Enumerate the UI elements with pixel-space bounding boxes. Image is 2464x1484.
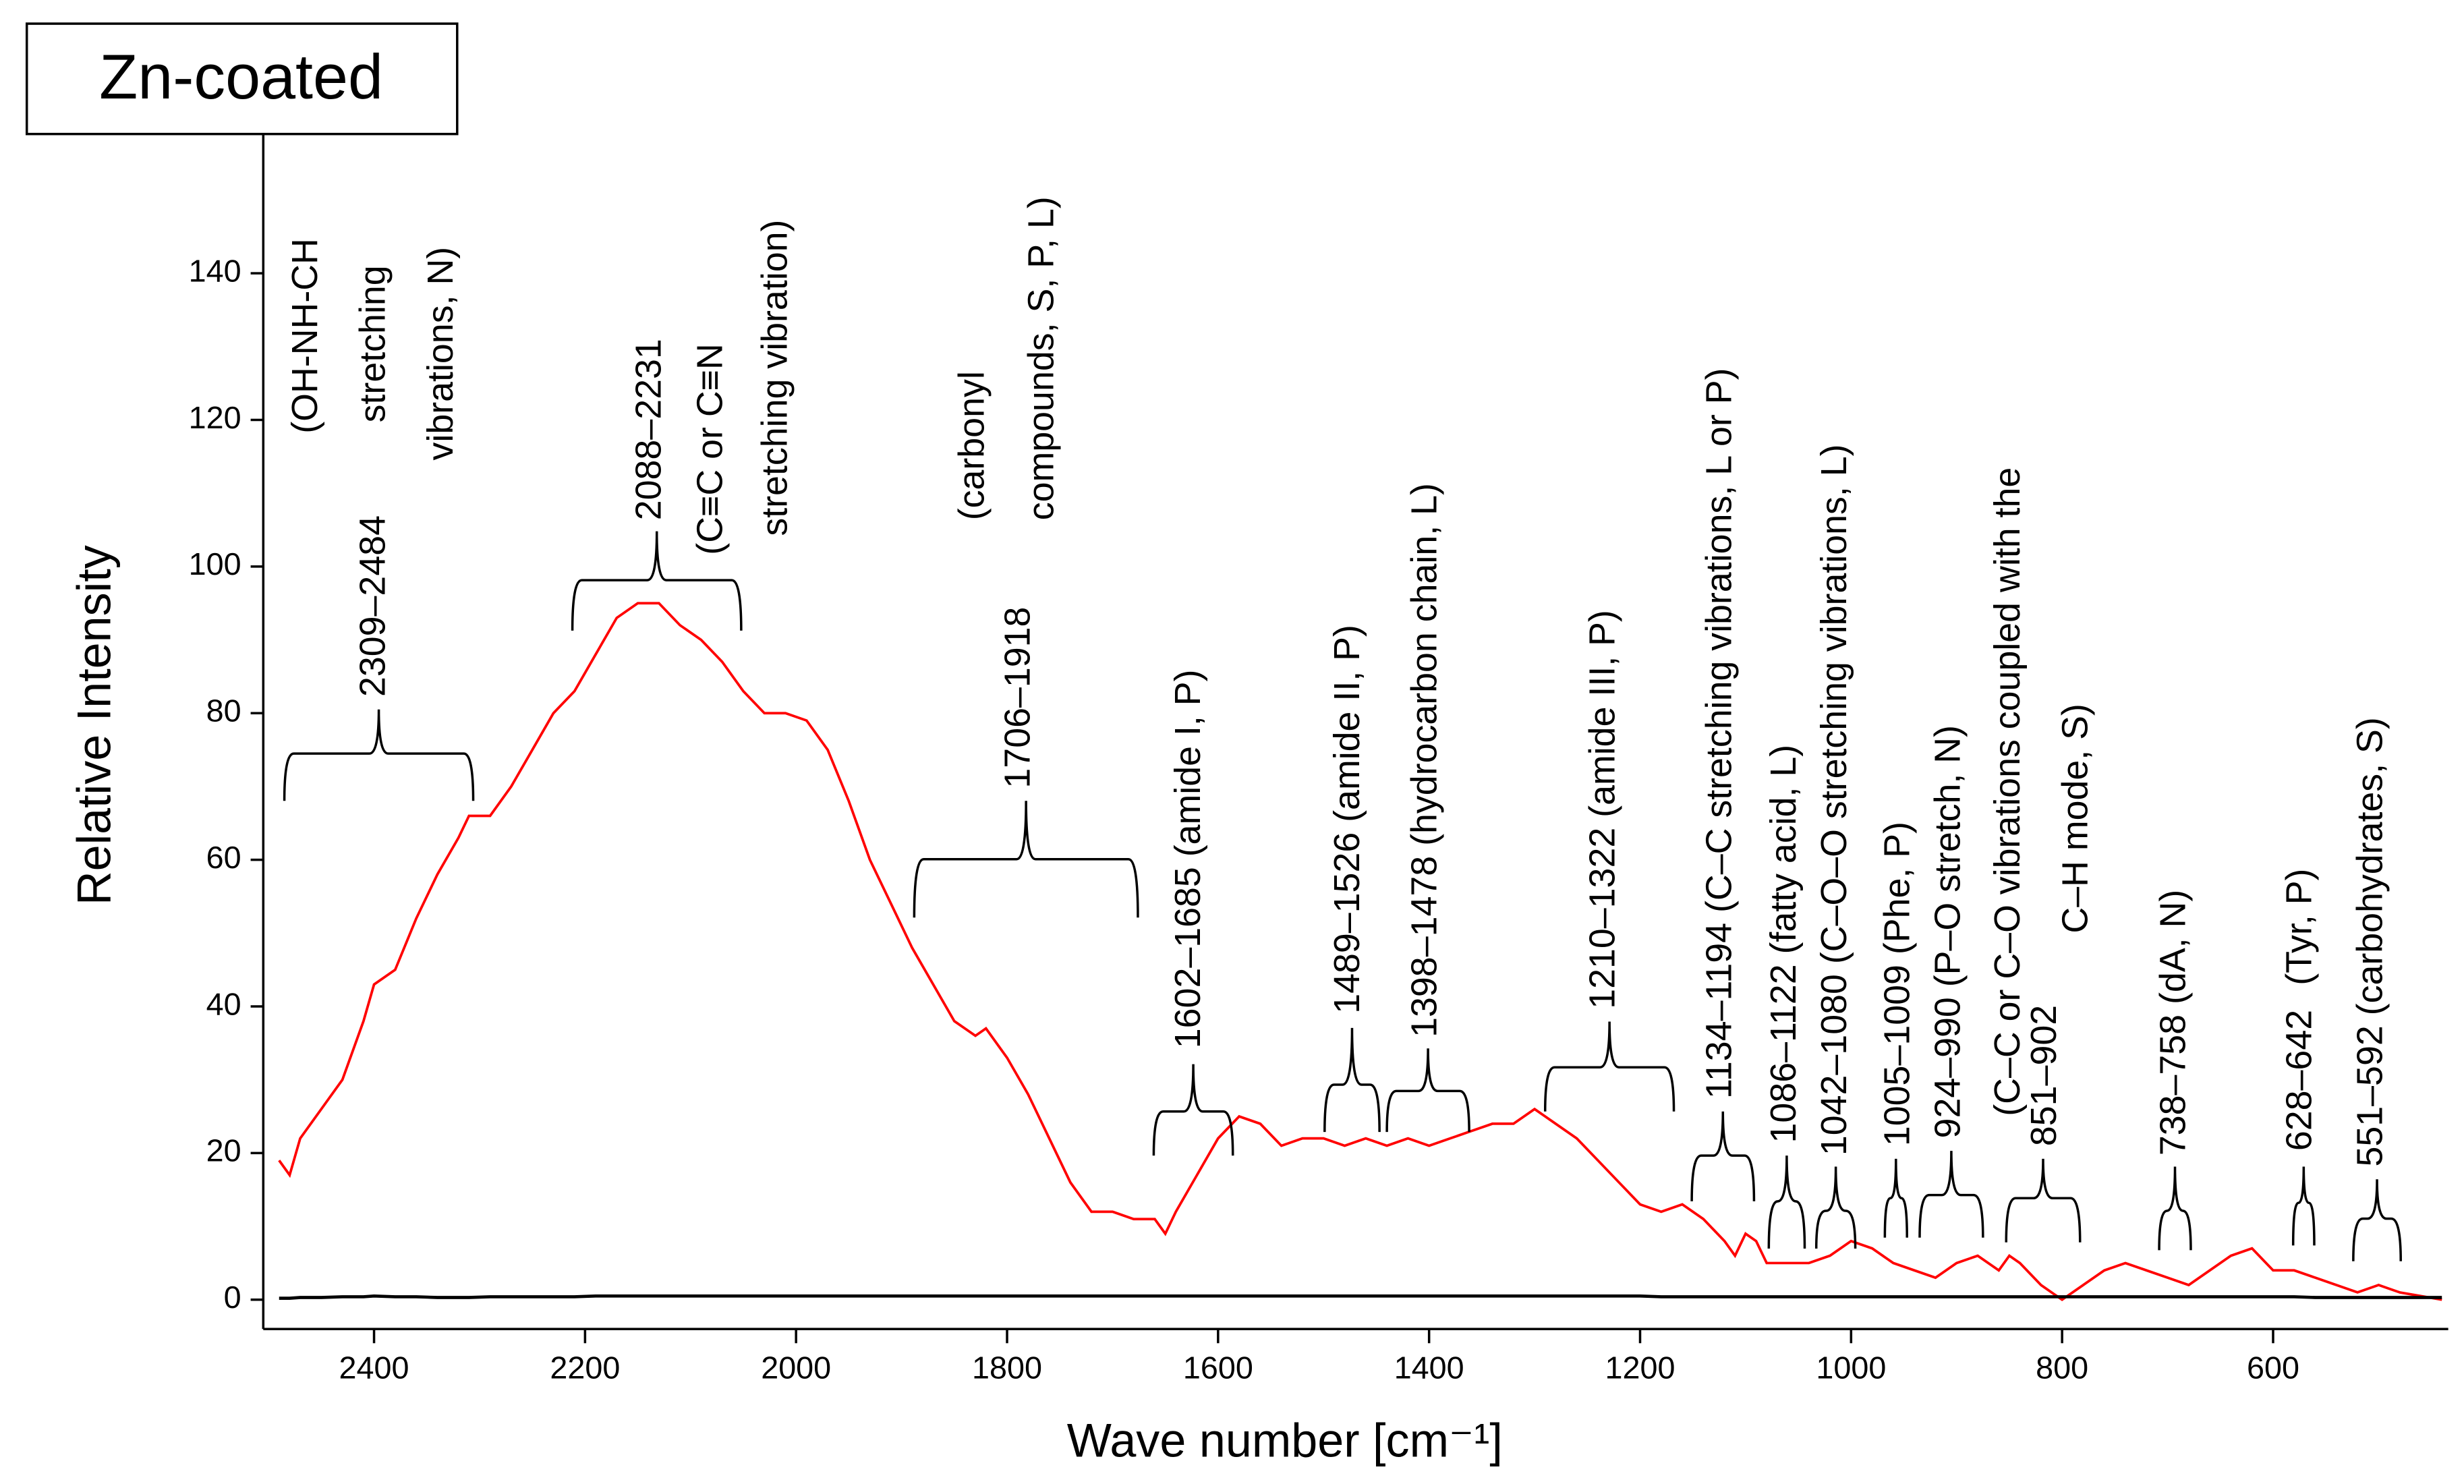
x-tick-label: 1400 — [1394, 1350, 1464, 1385]
annotation-text: 2088–2231 — [628, 339, 668, 520]
annotation-text: 1042–1080 (C–O–O stretching vibrations, … — [1814, 444, 1854, 1155]
annotation-bracket — [2291, 1166, 2316, 1246]
annotation-bracket — [571, 531, 743, 631]
annotation-text: (C≡C or C≡N — [690, 343, 730, 555]
annotation-bracket — [1690, 1111, 1756, 1201]
annotation-text: (Tyr, P) — [2279, 869, 2319, 986]
annotation-text: 1086–1122 (fatty acid, L) — [1763, 745, 1804, 1143]
annotation-bracket — [1543, 1021, 1675, 1112]
series-line — [278, 602, 2442, 1302]
annotation-text: 1134–1194 (C–C stretching vibrations, L … — [1698, 368, 1739, 1099]
annotation-text: 551–592 (carbohydrates, S) — [2350, 717, 2390, 1166]
annotation-bracket — [2158, 1166, 2192, 1251]
annotation-text: vibrations, N) — [420, 247, 461, 461]
annotation-bracket — [1152, 1064, 1234, 1156]
x-tick-label: 1200 — [1605, 1350, 1675, 1385]
annotation-text: 924–990 (P–O stretch, N) — [1927, 725, 1968, 1138]
annotation-text: (carbonyl — [952, 371, 992, 520]
y-tick-label: 60 — [206, 840, 241, 875]
annotation-text: stretching — [352, 265, 393, 422]
x-tick-label: 2400 — [339, 1350, 409, 1385]
y-tick-label: 100 — [189, 546, 241, 581]
annotation-text: 738–758 (dA, N) — [2153, 890, 2194, 1155]
annotation-text: compounds, S, P, L) — [1021, 196, 1061, 520]
annotation-bracket — [2005, 1158, 2082, 1243]
annotation-bracket — [283, 709, 475, 801]
annotation-text: 628–642 — [2279, 1010, 2319, 1151]
series-line — [279, 1294, 2442, 1300]
annotation-bracket — [1918, 1151, 1984, 1238]
x-tick-label: 1800 — [972, 1350, 1042, 1385]
annotation-text: (C–C or C–O vibrations coupled with the — [1987, 467, 2028, 1116]
x-tick-label: 2200 — [550, 1350, 620, 1385]
annotation-text: 1210–1322 (amide III, P) — [1582, 610, 1622, 1009]
annotation-bracket — [1883, 1158, 1908, 1238]
y-axis-label: Relative Intensity — [67, 545, 120, 905]
annotation-bracket — [2352, 1179, 2402, 1261]
x-tick-label: 800 — [2036, 1350, 2088, 1385]
y-tick-label: 20 — [206, 1133, 241, 1168]
x-axis-label: Wave number [cm⁻¹] — [1067, 1414, 1503, 1466]
annotation-bracket — [1385, 1048, 1470, 1133]
annotation-text: C–H mode, S) — [2055, 704, 2096, 934]
annotation-text: 851–902 — [2024, 1005, 2064, 1146]
x-tick-label: 2000 — [761, 1350, 831, 1385]
annotation-text: 1706–1918 — [997, 607, 1037, 789]
annotation-text: 2309–2484 — [352, 515, 393, 697]
annotation-text: 1489–1526 (amide II, P) — [1327, 625, 1367, 1014]
annotation-text: 1398–1478 (hydrocarbon chain, L) — [1404, 483, 1444, 1037]
title-box — [25, 22, 459, 136]
x-tick-label: 600 — [2247, 1350, 2299, 1385]
y-tick-label: 120 — [189, 400, 241, 435]
annotation-text: 1005–1009 (Phe, P) — [1876, 822, 1917, 1146]
annotation-bracket — [913, 801, 1139, 918]
x-tick-label: 1000 — [1816, 1350, 1886, 1385]
y-tick-label: 0 — [224, 1280, 241, 1315]
annotation-bracket — [1767, 1155, 1806, 1249]
x-tick-label: 1600 — [1183, 1350, 1253, 1385]
y-tick-label: 140 — [189, 254, 241, 289]
chart-title: Zn-coated — [99, 41, 383, 112]
annotation-bracket — [1323, 1027, 1381, 1133]
annotation-text: stretching vibration) — [754, 220, 795, 536]
y-tick-label: 80 — [206, 693, 241, 729]
annotation-bracket — [1814, 1166, 1857, 1249]
annotation-text: 1602–1685 (amide I, P) — [1168, 669, 1208, 1048]
y-tick-label: 40 — [206, 986, 241, 1021]
annotation-text: (OH-NH-CH — [285, 238, 325, 434]
